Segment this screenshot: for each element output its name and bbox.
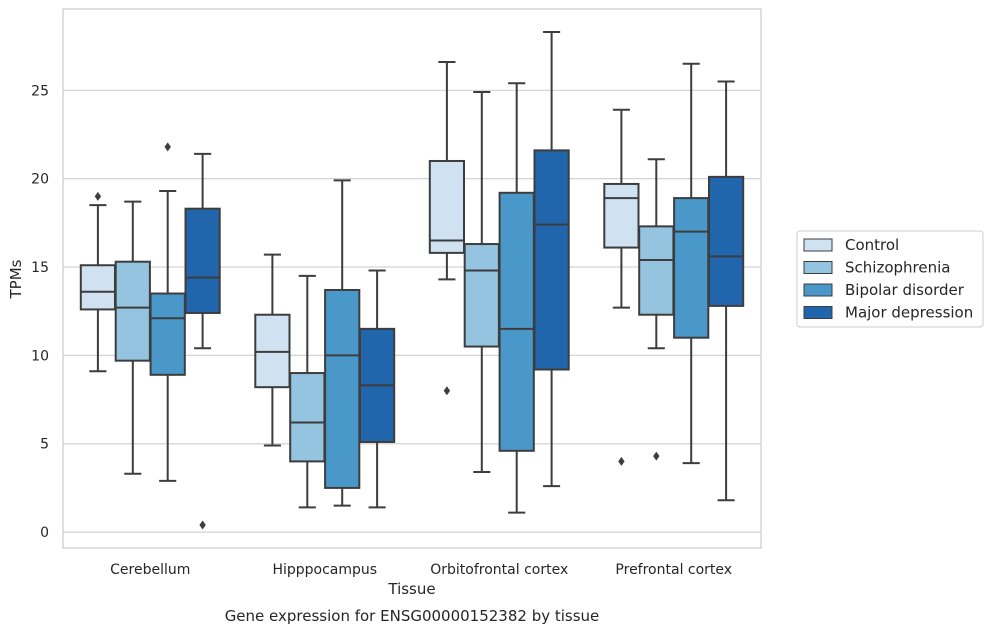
outlier-point xyxy=(443,386,451,396)
legend-label: Control xyxy=(845,236,899,254)
box-major-depression xyxy=(707,80,745,502)
legend: Control Schizophrenia Bipolar disorder Majo… xyxy=(796,230,984,328)
y-tick-label-25: 25 xyxy=(31,83,49,99)
box-iqr xyxy=(498,191,535,452)
box-iqr xyxy=(533,149,570,371)
box-iqr xyxy=(324,288,361,489)
legend-swatch xyxy=(803,238,833,252)
x-tick-label: Hipppocampus xyxy=(272,562,377,578)
box-schizophrenia xyxy=(463,91,500,474)
box-iqr xyxy=(638,225,675,316)
box-iqr xyxy=(603,182,640,249)
boxes xyxy=(79,30,745,530)
box-schizophrenia xyxy=(638,158,675,461)
legend-label: Bipolar disorder xyxy=(845,281,965,299)
box-iqr xyxy=(289,372,326,463)
x-tick-labels: Cerebellum Hipppocampus Orbitofrontal cort… xyxy=(110,562,732,578)
x-tick-label: Cerebellum xyxy=(110,562,190,578)
plot-frame xyxy=(62,8,762,549)
y-axis-title: TPMs xyxy=(7,259,25,299)
legend-label: Major depression xyxy=(845,304,973,322)
box-bipolar-disorder xyxy=(498,82,535,514)
box-control xyxy=(79,191,117,373)
box-major-depression xyxy=(184,152,221,530)
y-tick-label-20: 20 xyxy=(31,172,49,188)
outlier-point xyxy=(199,520,206,530)
box-control xyxy=(254,253,291,447)
y-tick-label-15: 15 xyxy=(31,260,49,276)
outlier-point xyxy=(164,142,171,152)
box-iqr xyxy=(707,175,745,307)
legend-swatch xyxy=(803,306,833,319)
legend-swatch xyxy=(803,261,833,274)
x-tick-label: Orbitofrontal cortex xyxy=(430,562,568,578)
outlier-point xyxy=(653,451,660,461)
box-iqr xyxy=(114,260,151,362)
box-iqr xyxy=(428,159,466,254)
chart-caption: Gene expression for ENSG00000152382 by t… xyxy=(225,607,600,625)
box-iqr xyxy=(184,207,221,314)
y-tick-label-5: 5 xyxy=(40,437,49,453)
box-bipolar-disorder xyxy=(673,62,710,465)
box-iqr xyxy=(79,264,117,311)
outlier-point xyxy=(94,191,102,201)
box-iqr xyxy=(149,292,186,376)
y-tick-label-10: 10 xyxy=(31,348,49,364)
box-major-depression xyxy=(358,269,396,509)
legend-frame xyxy=(796,230,984,328)
box-schizophrenia xyxy=(114,200,151,475)
box-iqr xyxy=(463,243,500,348)
x-tick-label: Prefrontal cortex xyxy=(615,562,732,578)
outlier-point xyxy=(618,456,625,466)
box-major-depression xyxy=(533,30,570,488)
legend-swatch xyxy=(803,283,833,297)
box-control xyxy=(603,108,640,466)
y-tick-labels: 0 5 10 15 20 25 xyxy=(31,83,49,541)
x-axis-title: Tissue xyxy=(387,580,435,598)
box-iqr xyxy=(673,197,710,339)
y-tick-label-0: 0 xyxy=(40,525,49,541)
legend-label: Schizophrenia xyxy=(845,259,950,277)
box-control xyxy=(428,61,466,396)
box-bipolar-disorder xyxy=(149,142,186,482)
box-bipolar-disorder xyxy=(324,179,361,507)
